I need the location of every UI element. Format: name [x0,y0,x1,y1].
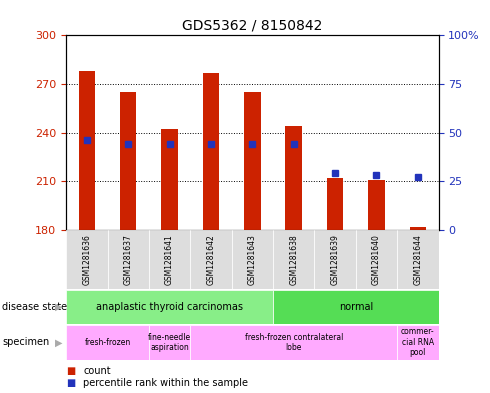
Text: GSM1281638: GSM1281638 [289,234,298,285]
Text: GSM1281643: GSM1281643 [248,234,257,285]
Text: ▶: ▶ [55,337,62,347]
Bar [368,180,385,230]
Bar [161,129,178,230]
Text: GSM1281637: GSM1281637 [123,234,133,285]
Text: normal: normal [339,302,373,312]
Text: ▶: ▶ [55,302,62,312]
Bar [149,325,190,360]
Title: GDS5362 / 8150842: GDS5362 / 8150842 [182,19,322,33]
Text: disease state: disease state [2,302,68,312]
Bar [232,230,273,289]
Bar [273,290,439,324]
Text: ■: ■ [66,366,75,376]
Text: GSM1281640: GSM1281640 [372,234,381,285]
Text: fresh-frozen: fresh-frozen [84,338,131,347]
Bar [190,325,397,360]
Bar [203,73,219,230]
Bar [120,92,137,230]
Bar [66,230,107,289]
Text: GSM1281641: GSM1281641 [165,234,174,285]
Bar [66,325,149,360]
Bar [107,230,149,289]
Text: commer-
cial RNA
pool: commer- cial RNA pool [401,327,435,357]
Text: anaplastic thyroid carcinomas: anaplastic thyroid carcinomas [96,302,243,312]
Bar [273,230,315,289]
Bar [315,230,356,289]
Bar [397,230,439,289]
Text: ■: ■ [66,378,75,388]
Bar [327,178,343,230]
Bar [244,92,261,230]
Text: percentile rank within the sample: percentile rank within the sample [83,378,248,388]
Text: fine-needle
aspiration: fine-needle aspiration [148,332,191,352]
Bar [397,325,439,360]
Text: count: count [83,366,111,376]
Text: GSM1281642: GSM1281642 [206,234,216,285]
Bar [78,71,95,230]
Text: specimen: specimen [2,337,49,347]
Text: GSM1281644: GSM1281644 [414,234,422,285]
Bar [286,126,302,230]
Bar [190,230,232,289]
Bar [356,230,397,289]
Bar [410,227,426,230]
Text: fresh-frozen contralateral
lobe: fresh-frozen contralateral lobe [245,332,343,352]
Text: GSM1281636: GSM1281636 [82,234,91,285]
Bar [149,230,190,289]
Bar [66,290,273,324]
Text: GSM1281639: GSM1281639 [331,234,340,285]
